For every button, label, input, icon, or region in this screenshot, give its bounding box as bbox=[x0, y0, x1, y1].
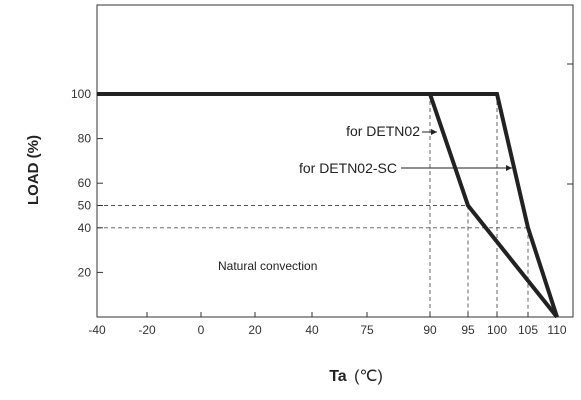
series-line-for-detn02-sc bbox=[97, 92, 559, 318]
series-label: for DETN02 bbox=[346, 123, 420, 139]
annotation-natural-convection: Natural convection bbox=[218, 259, 317, 273]
x-tick-label: -20 bbox=[138, 323, 156, 337]
arrow-icon bbox=[431, 129, 437, 135]
x-tick-label: 90 bbox=[423, 323, 437, 337]
y-axis-title: LOAD (%) bbox=[25, 135, 42, 205]
x-tick-label: 95 bbox=[461, 323, 475, 337]
reference-lines bbox=[97, 94, 529, 317]
x-tick-label: -40 bbox=[88, 323, 106, 337]
x-tick-label: 110 bbox=[547, 323, 566, 337]
x-tick-label: 100 bbox=[487, 323, 507, 337]
x-tick-label: 20 bbox=[248, 323, 262, 337]
y-tick-label: 40 bbox=[78, 221, 92, 235]
plot-area-frame bbox=[96, 4, 574, 318]
x-tick-label: 105 bbox=[518, 323, 538, 337]
y-tick-label: 60 bbox=[78, 176, 92, 190]
y-tick-label: 100 bbox=[71, 87, 91, 101]
series-label: for DETN02-SC bbox=[299, 160, 397, 176]
y-tick-label: 20 bbox=[78, 265, 92, 279]
x-tick-label: 75 bbox=[360, 323, 374, 337]
x-tick-label: 0 bbox=[198, 323, 205, 337]
y-tick-label: 80 bbox=[78, 132, 92, 146]
y-axis-ticks: 100 80 60 50 40 20 bbox=[71, 87, 103, 279]
y-tick-label: 50 bbox=[78, 199, 92, 213]
series-line-for-detn02 bbox=[97, 92, 559, 319]
x-axis-title-unit: (℃) bbox=[354, 368, 383, 385]
series-labels: for DETN02 for DETN02-SC bbox=[299, 123, 512, 176]
x-axis-title: Ta (℃) bbox=[329, 368, 383, 385]
x-axis-title-symbol: Ta bbox=[329, 368, 347, 385]
x-axis-ticks: -40 -20 0 20 40 75 90 95 100 105 110 bbox=[88, 63, 573, 337]
x-tick-label: 40 bbox=[305, 323, 319, 337]
series-lines bbox=[97, 92, 559, 319]
arrow-icon bbox=[506, 165, 512, 171]
